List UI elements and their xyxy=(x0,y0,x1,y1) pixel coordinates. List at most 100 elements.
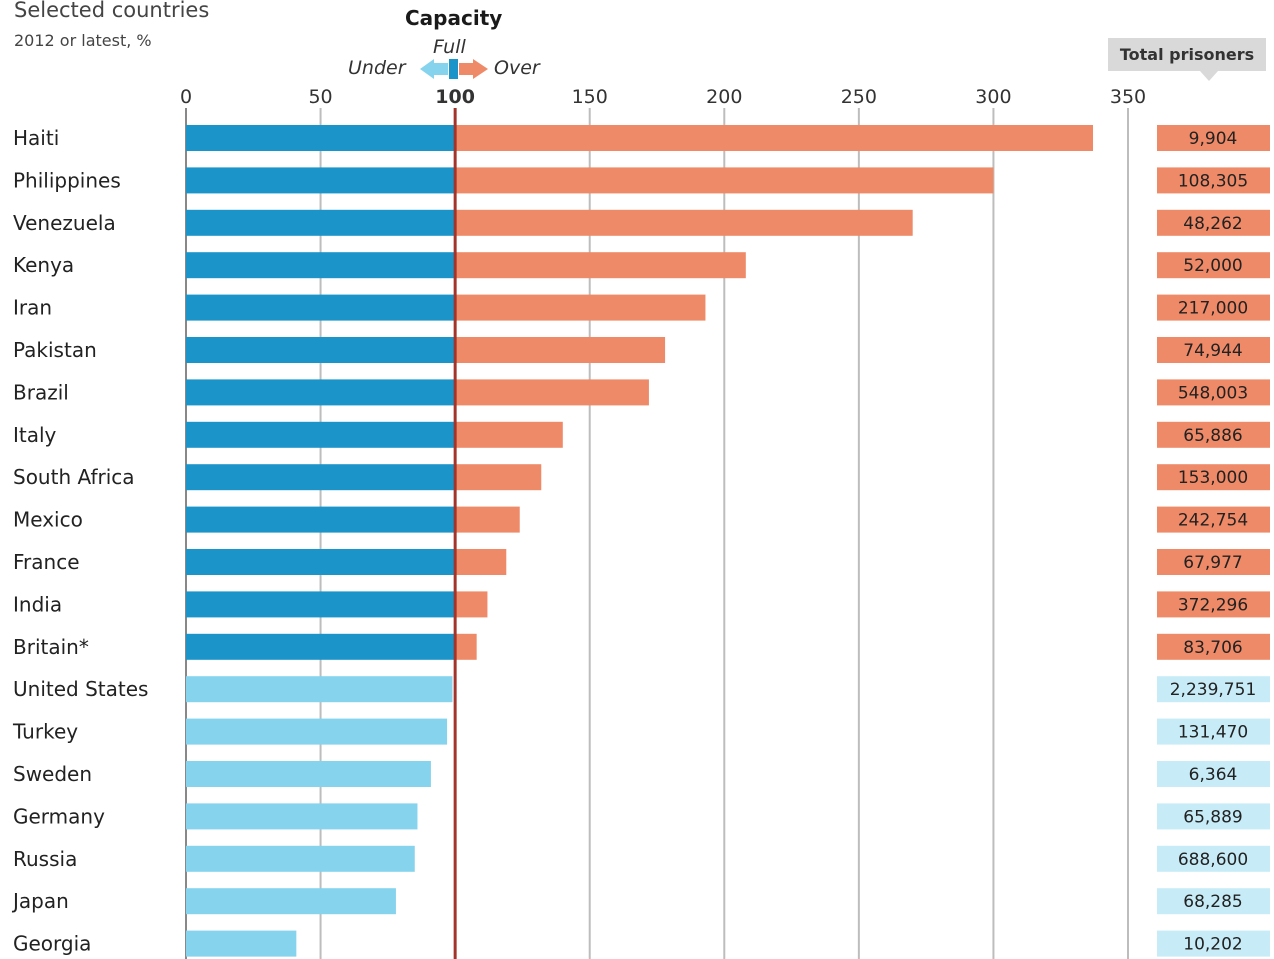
bar-full-portion xyxy=(186,294,456,321)
category-label: Britain* xyxy=(13,635,89,659)
total-prisoners-badge xyxy=(1157,464,1270,491)
bar-under xyxy=(186,718,448,745)
bar-over-portion xyxy=(455,379,649,406)
total-prisoners-badge xyxy=(1157,421,1270,448)
bar-over-portion xyxy=(455,633,477,660)
category-label: United States xyxy=(13,677,148,701)
bar-under xyxy=(186,803,418,830)
total-prisoners-badge xyxy=(1157,803,1270,830)
total-prisoners-badge xyxy=(1157,718,1270,745)
category-label: France xyxy=(13,550,80,574)
total-prisoners-badge xyxy=(1157,591,1270,618)
bar-over-portion xyxy=(455,337,666,363)
category-label: Sweden xyxy=(13,762,92,786)
total-prisoners-badge xyxy=(1157,676,1270,703)
x-tick-label: 250 xyxy=(841,86,877,108)
bar-full-portion xyxy=(186,337,456,363)
x-tick-label: 50 xyxy=(308,86,332,108)
category-label: South Africa xyxy=(13,465,135,489)
category-label: Russia xyxy=(13,847,77,871)
bar-full-portion xyxy=(186,633,456,660)
bar-over-portion xyxy=(455,294,706,321)
total-prisoners-value: 68,285 xyxy=(1183,892,1242,912)
category-label: Italy xyxy=(13,423,57,447)
category-label: Philippines xyxy=(13,168,121,192)
bar-full-portion xyxy=(186,421,456,448)
legend-arrows-icon xyxy=(420,59,488,79)
bar-under xyxy=(186,845,415,872)
category-label: India xyxy=(13,592,62,616)
bar-full-portion xyxy=(186,379,456,406)
total-prisoners-value: 372,296 xyxy=(1178,595,1248,615)
subtitle-line-2: 2012 or latest, % xyxy=(14,31,152,50)
category-label: Haiti xyxy=(13,126,59,150)
total-prisoners-badge xyxy=(1157,845,1270,872)
total-prisoners-badge xyxy=(1157,167,1270,194)
total-prisoners-badge xyxy=(1157,294,1270,321)
bar-under xyxy=(186,761,431,787)
category-label: Mexico xyxy=(13,508,83,532)
subtitle-line-1: Selected countries xyxy=(14,0,210,22)
bar-over-portion xyxy=(455,209,913,236)
total-prisoners-badge xyxy=(1157,888,1270,915)
total-prisoners-badge xyxy=(1157,125,1270,151)
bar-full-portion xyxy=(186,464,456,491)
total-prisoners-value: 6,364 xyxy=(1189,765,1238,785)
x-tick-label: 150 xyxy=(572,86,608,108)
category-label: Kenya xyxy=(13,253,74,277)
category-label: Iran xyxy=(13,296,52,320)
bar-full-portion xyxy=(186,209,456,236)
x-tick-label: 100 xyxy=(435,86,475,108)
bar-over-portion xyxy=(455,252,746,279)
total-header-pointer xyxy=(1200,71,1218,81)
total-prisoners-badge xyxy=(1157,337,1270,363)
x-tick-label: 350 xyxy=(1110,86,1146,108)
bar-full-portion xyxy=(186,167,456,194)
total-prisoners-value: 2,239,751 xyxy=(1170,680,1257,700)
category-label: Germany xyxy=(13,804,105,828)
bar-over-portion xyxy=(455,464,542,491)
category-label: Japan xyxy=(11,889,69,913)
total-prisoners-value: 131,470 xyxy=(1178,723,1248,743)
category-label: Pakistan xyxy=(13,338,97,362)
total-prisoners-badge xyxy=(1157,633,1270,660)
total-prisoners-value: 83,706 xyxy=(1183,638,1242,658)
total-prisoners-value: 108,305 xyxy=(1178,171,1248,191)
total-prisoners-value: 548,003 xyxy=(1178,383,1248,403)
category-label: Turkey xyxy=(12,720,78,744)
category-label: Georgia xyxy=(13,932,91,956)
total-prisoners-badge xyxy=(1157,252,1270,279)
total-prisoners-value: 10,202 xyxy=(1183,935,1242,955)
total-prisoners-value: 48,262 xyxy=(1183,214,1242,234)
total-prisoners-badge xyxy=(1157,379,1270,406)
bar-over-portion xyxy=(455,421,563,448)
legend-title: Capacity xyxy=(405,6,503,30)
legend-full-label: Full xyxy=(433,36,466,58)
total-prisoners-value: 65,889 xyxy=(1183,807,1242,827)
total-prisoners-value: 242,754 xyxy=(1178,511,1248,531)
bar-over-portion xyxy=(455,125,1094,151)
bar-full-portion xyxy=(186,252,456,279)
bar-over-portion xyxy=(455,549,507,575)
total-prisoners-badge xyxy=(1157,209,1270,236)
category-label: Venezuela xyxy=(13,211,116,235)
x-tick-label: 0 xyxy=(180,86,192,108)
bar-under xyxy=(186,930,297,957)
bar-full-portion xyxy=(186,506,456,533)
total-prisoners-value: 52,000 xyxy=(1183,256,1242,276)
bar-under xyxy=(186,676,453,703)
total-prisoners-badge xyxy=(1157,761,1270,787)
total-prisoners-value: 67,977 xyxy=(1183,553,1242,573)
total-prisoners-value: 9,904 xyxy=(1189,129,1238,149)
total-prisoners-value: 688,600 xyxy=(1178,850,1248,870)
bar-full-portion xyxy=(186,125,456,151)
legend-over-label: Over xyxy=(494,57,540,79)
total-prisoners-value: 217,000 xyxy=(1178,299,1248,319)
x-tick-label: 200 xyxy=(706,86,742,108)
total-prisoners-value: 74,944 xyxy=(1183,341,1242,361)
bar-over-portion xyxy=(455,167,994,194)
bar-over-portion xyxy=(455,591,488,618)
category-label: Brazil xyxy=(13,380,69,404)
bar-under xyxy=(186,888,396,915)
